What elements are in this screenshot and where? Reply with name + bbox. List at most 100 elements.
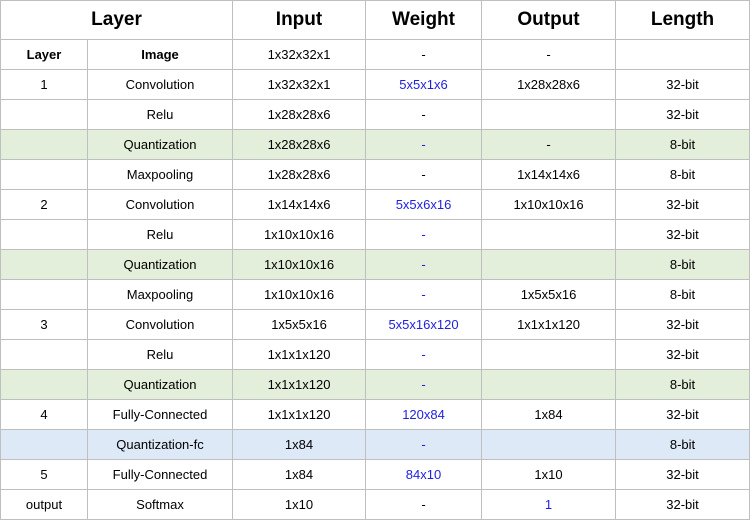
weight-cell: - bbox=[365, 159, 483, 190]
output-cell: 1x14x14x6 bbox=[481, 159, 617, 190]
table-row: Relu 1x28x28x6- 32-bit bbox=[0, 99, 750, 130]
weight-cell: - bbox=[365, 279, 483, 310]
operation-cell: Convolution bbox=[86, 69, 234, 100]
table-row: Quantization-fc 1x84- 8-bit bbox=[0, 429, 750, 460]
layer-cell bbox=[0, 219, 88, 250]
input-cell: 1x28x28x6 bbox=[232, 129, 367, 160]
operation-cell: Relu bbox=[86, 219, 234, 250]
operation-cell: Quantization bbox=[86, 369, 234, 400]
output-cell bbox=[481, 429, 617, 460]
table-row: 3 Convolution 1x5x5x16 5x5x16x120 1x1x1x120 3… bbox=[0, 309, 750, 340]
operation-cell: Relu bbox=[86, 339, 234, 370]
output-cell bbox=[481, 369, 617, 400]
table-row: Maxpooling 1x28x28x6-1x14x14x6 8-bit bbox=[0, 159, 750, 190]
weight-cell: - bbox=[365, 369, 483, 400]
layer-cell: 2 bbox=[0, 189, 88, 220]
operation-cell: Quantization bbox=[86, 129, 234, 160]
layer-cell bbox=[0, 99, 88, 130]
length-cell: 32-bit bbox=[615, 489, 750, 520]
length-cell: 8-bit bbox=[615, 159, 750, 190]
layer-cell bbox=[0, 429, 88, 460]
layer-cell bbox=[0, 369, 88, 400]
subheader-row: Layer Image 1x32x32x1 - - bbox=[0, 39, 750, 70]
operation-cell: Convolution bbox=[86, 309, 234, 340]
weight-cell: - bbox=[365, 249, 483, 280]
length-cell: 32-bit bbox=[615, 69, 750, 100]
length-cell: 8-bit bbox=[615, 429, 750, 460]
output-cell: 1x5x5x16 bbox=[481, 279, 617, 310]
table-row: output Softmax 1x10-1 32-bit bbox=[0, 489, 750, 520]
operation-cell: Fully-Connected bbox=[86, 459, 234, 490]
input-cell: 1x84 bbox=[232, 459, 367, 490]
layer-cell bbox=[0, 249, 88, 280]
input-cell: 1x10x10x16 bbox=[232, 279, 367, 310]
operation-cell: Convolution bbox=[86, 189, 234, 220]
weight-cell: - bbox=[365, 129, 483, 160]
table-row: Maxpooling 1x10x10x16-1x5x5x16 8-bit bbox=[0, 279, 750, 310]
operation-cell: Maxpooling bbox=[86, 159, 234, 190]
layer-cell bbox=[0, 279, 88, 310]
header-output: Output bbox=[481, 0, 617, 40]
weight-cell: - bbox=[365, 339, 483, 370]
subheader-length bbox=[615, 39, 750, 70]
input-cell: 1x28x28x6 bbox=[232, 159, 367, 190]
output-cell: 1x1x1x120 bbox=[481, 309, 617, 340]
output-cell: 1x10 bbox=[481, 459, 617, 490]
operation-cell: Maxpooling bbox=[86, 279, 234, 310]
input-cell: 1x5x5x16 bbox=[232, 309, 367, 340]
output-cell: 1x10x10x16 bbox=[481, 189, 617, 220]
length-cell: 32-bit bbox=[615, 99, 750, 130]
operation-cell: Relu bbox=[86, 99, 234, 130]
input-cell: 1x1x1x120 bbox=[232, 339, 367, 370]
table-body: 1 Convolution 1x32x32x1 5x5x1x6 1x28x28x6 32-… bbox=[0, 69, 750, 520]
weight-cell: - bbox=[365, 489, 483, 520]
header-weight: Weight bbox=[365, 0, 483, 40]
layer-cell bbox=[0, 339, 88, 370]
weight-cell: 84x10 bbox=[365, 459, 483, 490]
layer-cell bbox=[0, 129, 88, 160]
layer-cell bbox=[0, 159, 88, 190]
output-cell bbox=[481, 249, 617, 280]
input-cell: 1x1x1x120 bbox=[232, 399, 367, 430]
table-row: 2 Convolution 1x14x14x6 5x5x6x16 1x10x10x16 3… bbox=[0, 189, 750, 220]
length-cell: 8-bit bbox=[615, 279, 750, 310]
length-cell: 32-bit bbox=[615, 459, 750, 490]
length-cell: 32-bit bbox=[615, 399, 750, 430]
layer-cell: output bbox=[0, 489, 88, 520]
table-row: 4 Fully-Connected 1x1x1x120 120x84 1x84 32-bi… bbox=[0, 399, 750, 430]
table-row: 5 Fully-Connected 1x84 84x10 1x10 32-bit bbox=[0, 459, 750, 490]
subheader-weight: - bbox=[365, 39, 483, 70]
weight-cell: 5x5x16x120 bbox=[365, 309, 483, 340]
table-row: Relu 1x10x10x16- 32-bit bbox=[0, 219, 750, 250]
length-cell: 8-bit bbox=[615, 129, 750, 160]
layer-cell: 1 bbox=[0, 69, 88, 100]
header-layer: Layer bbox=[0, 0, 234, 40]
header-input: Input bbox=[232, 0, 367, 40]
input-cell: 1x10x10x16 bbox=[232, 249, 367, 280]
length-cell: 32-bit bbox=[615, 309, 750, 340]
subheader-output: - bbox=[481, 39, 617, 70]
weight-cell: - bbox=[365, 219, 483, 250]
output-cell bbox=[481, 339, 617, 370]
subheader-image: Image bbox=[86, 39, 234, 70]
length-cell: 8-bit bbox=[615, 249, 750, 280]
table-row: Quantization 1x1x1x120- 8-bit bbox=[0, 369, 750, 400]
length-cell: 8-bit bbox=[615, 369, 750, 400]
input-cell: 1x32x32x1 bbox=[232, 69, 367, 100]
length-cell: 32-bit bbox=[615, 339, 750, 370]
operation-cell: Fully-Connected bbox=[86, 399, 234, 430]
operation-cell: Softmax bbox=[86, 489, 234, 520]
input-cell: 1x10 bbox=[232, 489, 367, 520]
weight-cell: 5x5x1x6 bbox=[365, 69, 483, 100]
layer-cell: 5 bbox=[0, 459, 88, 490]
subheader-input: 1x32x32x1 bbox=[232, 39, 367, 70]
table-row: Quantization 1x28x28x6- -8-bit bbox=[0, 129, 750, 160]
output-cell bbox=[481, 219, 617, 250]
input-cell: 1x28x28x6 bbox=[232, 99, 367, 130]
layer-cell: 4 bbox=[0, 399, 88, 430]
length-cell: 32-bit bbox=[615, 219, 750, 250]
input-cell: 1x1x1x120 bbox=[232, 369, 367, 400]
output-cell: 1x84 bbox=[481, 399, 617, 430]
operation-cell: Quantization bbox=[86, 249, 234, 280]
